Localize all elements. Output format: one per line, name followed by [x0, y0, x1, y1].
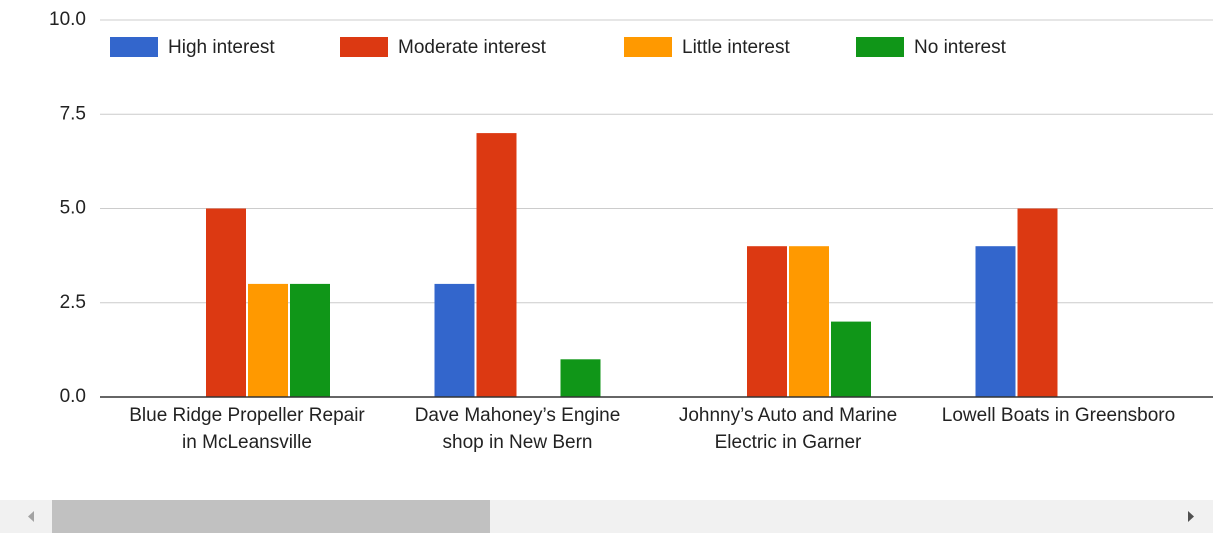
bar — [747, 246, 787, 397]
bar — [975, 246, 1016, 397]
y-tick-label: 7.5 — [60, 103, 86, 124]
scrollbar[interactable] — [0, 500, 1213, 533]
bar — [248, 283, 288, 397]
legend-swatch — [110, 37, 158, 57]
chart: 0.0 2.5 5.0 7.5 10.0 High interest Moderate in… — [49, 9, 1213, 407]
legend-swatch — [624, 37, 672, 57]
legend-swatch — [856, 37, 904, 57]
x-tick-label: Dave Mahoney’s Engine shop in New Bern — [414, 405, 621, 453]
x-tick-label: Lowell Boats in Greensboro — [941, 405, 1176, 426]
x-tick-label: Blue Ridge Propeller Repair in McLeansvi… — [129, 405, 365, 453]
legend-swatch — [340, 37, 388, 57]
bar — [476, 133, 517, 397]
bar — [434, 283, 475, 397]
scroll-right-arrow[interactable] — [1188, 511, 1194, 522]
bar — [290, 283, 330, 397]
legend-label: High interest — [168, 37, 275, 58]
scrollbar-graphics — [28, 500, 1194, 533]
bar — [1017, 208, 1058, 397]
scroll-thumb[interactable] — [52, 500, 490, 533]
y-tick-label: 2.5 — [60, 292, 86, 313]
legend-label: No interest — [914, 37, 1007, 58]
y-tick-label: 0.0 — [60, 386, 86, 407]
bar — [831, 321, 871, 397]
x-tick-label: Johnny’s Auto and Marine Electric in Gar… — [678, 405, 898, 453]
bar — [206, 208, 246, 397]
y-tick-label: 5.0 — [60, 198, 86, 219]
bar — [560, 359, 601, 397]
legend-label: Little interest — [682, 37, 790, 58]
y-tick-label: 10.0 — [49, 9, 86, 30]
legend-label: Moderate interest — [398, 37, 547, 58]
scroll-left-arrow[interactable] — [28, 511, 34, 522]
bar — [789, 246, 829, 397]
